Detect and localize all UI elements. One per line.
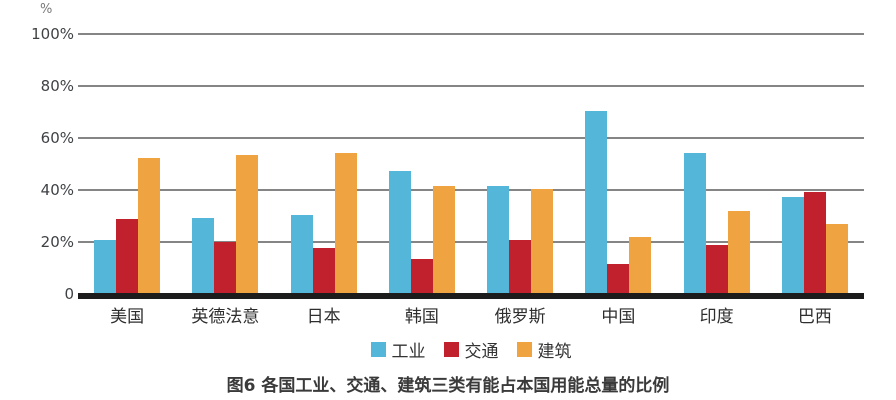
y-tick-label: 100% (31, 25, 74, 43)
bar-建筑-中国 (629, 237, 652, 293)
bar-建筑-巴西 (825, 224, 848, 293)
bar-建筑-韩国 (432, 186, 455, 293)
gridline (78, 189, 864, 191)
bar-交通-英德法意 (214, 242, 237, 293)
bar-交通-巴西 (803, 191, 826, 293)
y-tick-label: 80% (40, 77, 74, 95)
bar-工业-中国 (585, 111, 608, 293)
bar-交通-俄罗斯 (509, 239, 532, 293)
bar-工业-印度 (683, 152, 706, 293)
bar-工业-俄罗斯 (487, 186, 510, 293)
x-category-label: 巴西 (797, 307, 832, 327)
bar-交通-美国 (116, 218, 139, 293)
gridline (78, 33, 864, 35)
bar-工业-韩国 (388, 170, 411, 293)
bar-工业-日本 (290, 215, 313, 293)
legend-item-交通: 交通 (443, 337, 499, 362)
legend-swatch-icon (516, 342, 532, 357)
y-tick-label: 0 (64, 285, 74, 303)
bar-交通-印度 (705, 244, 728, 293)
figure-caption: 图6 各国工业、交通、建筑三类有能占本国用能总量的比例 (226, 376, 670, 396)
x-axis-line (78, 293, 864, 299)
x-category-label: 印度 (699, 307, 734, 327)
legend-label: 交通 (464, 342, 499, 362)
bar-建筑-美国 (138, 157, 161, 293)
bar-工业-美国 (94, 239, 117, 293)
gridline (78, 241, 864, 243)
gridline (78, 85, 864, 87)
bar-建筑-印度 (727, 211, 750, 293)
x-category-label: 英德法意 (191, 307, 260, 327)
x-category-label: 韩国 (404, 307, 439, 327)
bar-交通-中国 (607, 264, 630, 293)
bar-交通-韩国 (410, 259, 433, 293)
gridline (78, 137, 864, 139)
bar-建筑-英德法意 (236, 155, 259, 293)
legend-item-工业: 工业 (370, 337, 426, 362)
bar-建筑-日本 (334, 152, 357, 293)
x-category-label: 日本 (306, 307, 341, 327)
legend-swatch-icon (370, 342, 386, 357)
x-category-label: 俄罗斯 (494, 307, 546, 327)
bar-工业-巴西 (781, 196, 804, 293)
y-axis-unit-label: % (40, 2, 53, 17)
x-category-label: 中国 (601, 307, 636, 327)
plot-area (78, 33, 864, 293)
legend-label: 工业 (391, 342, 426, 362)
legend-item-建筑: 建筑 (516, 337, 572, 362)
y-tick-label: 60% (40, 129, 74, 147)
bar-交通-日本 (312, 247, 335, 293)
y-tick-label: 20% (40, 233, 74, 251)
bar-工业-英德法意 (192, 217, 215, 293)
x-category-label: 美国 (110, 307, 145, 327)
legend: 工业 交通 建筑 (78, 337, 864, 362)
legend-label: 建筑 (537, 342, 572, 362)
y-tick-label: 40% (40, 181, 74, 199)
legend-swatch-icon (443, 342, 459, 357)
bar-建筑-俄罗斯 (531, 189, 554, 293)
